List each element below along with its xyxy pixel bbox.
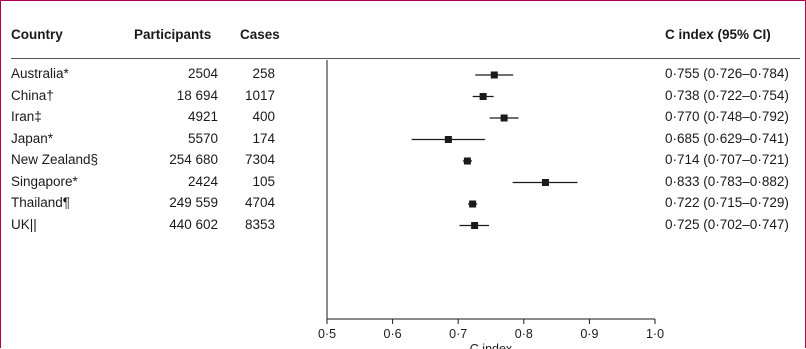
x-tick-label: 0·9 [580,327,598,341]
row-cases: 400 [252,109,275,124]
row-participants: 18 694 [176,87,218,103]
row-participants: 2424 [187,173,218,189]
x-tick-label: 0·8 [515,327,533,341]
point-estimate [471,222,479,229]
row-cases: 7304 [244,152,275,167]
row-ci-text: 0·755 (0·726–0·784) [665,66,789,81]
x-tick-label: 0·7 [449,327,467,341]
x-tick-label: 0·5 [318,327,336,341]
row-country: New Zealand§ [11,152,99,167]
row-ci-text: 0·685 (0·629–0·741) [665,130,789,146]
row-cases: 174 [252,130,275,146]
point-estimate [469,200,477,208]
header-rule [11,58,800,59]
row-ci-text: 0·770 (0·748–0·792) [665,109,789,124]
point-estimate [541,179,549,186]
header-cases: Cases [240,27,280,42]
row-participants: 2504 [187,66,218,81]
row-ci-text: 0·738 (0·722–0·754) [665,87,789,103]
point-estimate [500,114,508,122]
point-estimate [479,93,487,100]
row-ci-text: 0·714 (0·707–0·721) [665,152,789,167]
row-participants: 5570 [187,130,218,146]
row-cases: 105 [252,173,275,189]
row-country: Australia* [11,66,69,81]
row-ci-text: 0·725 (0·702–0·747) [665,216,789,232]
row-country: Singapore* [11,173,78,189]
row-participants: 254 680 [169,152,218,167]
row-participants: 4921 [187,109,218,124]
point-estimate [444,136,452,143]
row-cases: 1017 [244,87,275,103]
row-country: Japan* [11,130,54,146]
row-participants: 440 602 [169,216,218,232]
row-cases: 258 [252,66,275,81]
header-country: Country [11,27,63,42]
header-participants: Participants [134,27,212,42]
row-country: Thailand¶ [11,195,71,210]
x-axis-label: C index [470,342,513,349]
header-cindex: C index (95% CI) [665,27,771,42]
row-cases: 8353 [244,216,275,232]
row-participants: 249 559 [169,195,218,210]
point-estimate [463,157,471,165]
row-ci-text: 0·833 (0·783–0·882) [665,173,789,189]
row-ci-text: 0·722 (0·715–0·729) [665,195,789,210]
row-country: China† [11,87,54,103]
x-tick-label: 0·6 [384,327,402,341]
row-cases: 4704 [244,195,275,210]
row-country: Iran‡ [11,109,42,124]
row-country: UK|| [11,216,37,232]
point-estimate [490,71,498,79]
x-tick-label: 1·0 [646,327,664,341]
